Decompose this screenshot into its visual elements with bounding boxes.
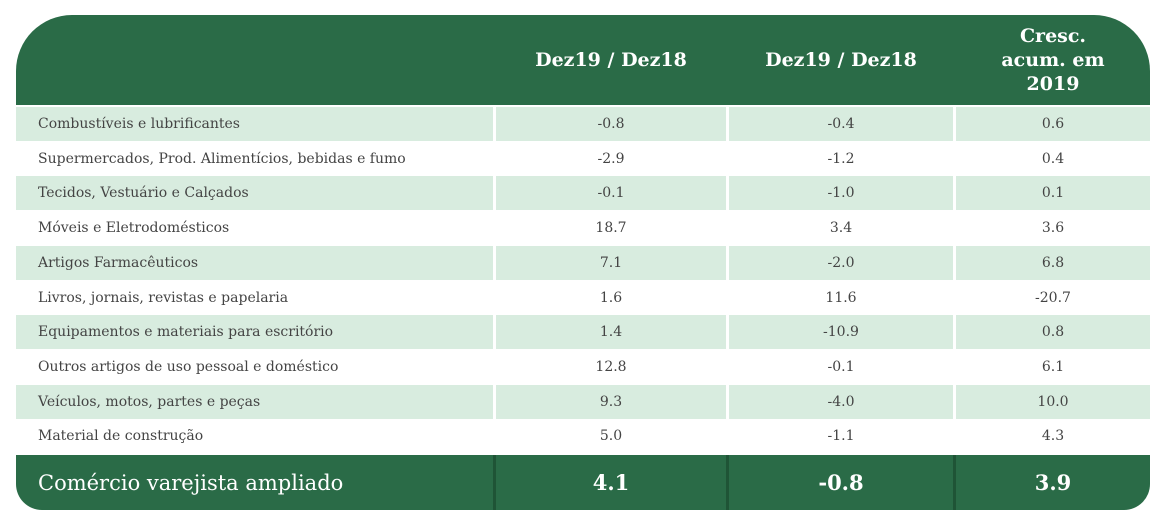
row-label: Artigos Farmacêuticos	[16, 245, 493, 280]
cell-value: 0.6	[956, 107, 1150, 141]
cell-value: 3.6	[956, 211, 1150, 246]
row-label: Veículos, motos, partes e peças	[16, 384, 493, 419]
column-header: Dez19 / Dez18	[765, 49, 917, 71]
cell-value: 9.3	[496, 384, 726, 419]
footer-label: Comércio varejista ampliado	[38, 470, 344, 495]
cell-value: 7.1	[496, 245, 726, 280]
row-label: Outros artigos de uso pessoal e doméstic…	[16, 349, 493, 384]
cell-value: 6.8	[956, 245, 1150, 280]
row-label: Material de construção	[16, 419, 493, 454]
cell-value: 1.4	[496, 315, 726, 350]
row-label: Supermercados, Prod. Alimentícios, bebid…	[16, 141, 493, 176]
cell-value: -1.1	[729, 419, 953, 454]
cell-value: 0.4	[956, 141, 1150, 176]
cell-value: -10.9	[729, 315, 953, 350]
footer-band	[16, 455, 1150, 510]
footer-value: 3.9	[1034, 470, 1072, 495]
cell-value: 11.6	[729, 280, 953, 315]
cell-value: 1.6	[496, 280, 726, 315]
cell-value: 12.8	[496, 349, 726, 384]
cell-value: -0.8	[496, 107, 726, 141]
cell-value: -20.7	[956, 280, 1150, 315]
header-band	[16, 15, 1150, 105]
column-header: Dez19 / Dez18	[535, 49, 687, 71]
cell-value: -1.2	[729, 141, 953, 176]
row-label: Equipamentos e materiais para escritório	[16, 315, 493, 350]
cell-value: -1.0	[729, 176, 953, 211]
row-label: Móveis e Eletrodomésticos	[16, 211, 493, 246]
cell-value: -2.0	[729, 245, 953, 280]
cell-value: -2.9	[496, 141, 726, 176]
cell-value: 0.8	[956, 315, 1150, 350]
footer-separator	[493, 455, 496, 510]
cell-value: -0.1	[496, 176, 726, 211]
cell-value: -0.1	[729, 349, 953, 384]
cell-value: 10.0	[956, 384, 1150, 419]
row-label: Livros, jornais, revistas e papelaria	[16, 280, 493, 315]
cell-value: 4.3	[956, 419, 1150, 454]
footer-separator	[953, 455, 956, 510]
cell-value: 5.0	[496, 419, 726, 454]
column-header: Cresc. acum. em 2019	[1001, 25, 1105, 95]
cell-value: -4.0	[729, 384, 953, 419]
cell-value: 18.7	[496, 211, 726, 246]
cell-value: 0.1	[956, 176, 1150, 211]
footer-value: -0.8	[818, 470, 864, 495]
cell-value: -0.4	[729, 107, 953, 141]
footer-separator	[726, 455, 729, 510]
cell-value: 6.1	[956, 349, 1150, 384]
row-label: Combustíveis e lubrificantes	[16, 107, 493, 141]
cell-value: 3.4	[729, 211, 953, 246]
footer-value: 4.1	[592, 470, 630, 495]
row-label: Tecidos, Vestuário e Calçados	[16, 176, 493, 211]
